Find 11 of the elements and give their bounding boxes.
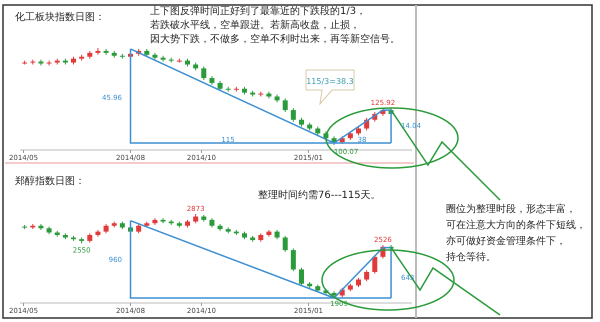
text: 可在注意大方向的条件下短线， bbox=[446, 219, 586, 231]
chart-title: 化工板块指数日图： bbox=[15, 11, 105, 23]
text: 上下图反弹时间正好到了最靠近的下跌段的1/3， bbox=[150, 5, 366, 17]
text: 亦可做好资金管理条件下， bbox=[446, 235, 566, 247]
text: 因大势下跌，不做多，空单不利时出来，再等新空信号。 bbox=[150, 33, 400, 45]
text: 持仓等待。 bbox=[446, 251, 496, 263]
text: 圈位为整理时段，形态丰富， bbox=[446, 203, 576, 215]
chart-title: 郑醇指数日图： bbox=[15, 175, 85, 187]
annotation: 115/3=38.3 bbox=[306, 77, 354, 86]
text: 若跌破水平线，空单跟进。若新高收盘，止损， bbox=[150, 19, 360, 31]
text: 整理时间约需76---115天。 bbox=[258, 189, 381, 201]
